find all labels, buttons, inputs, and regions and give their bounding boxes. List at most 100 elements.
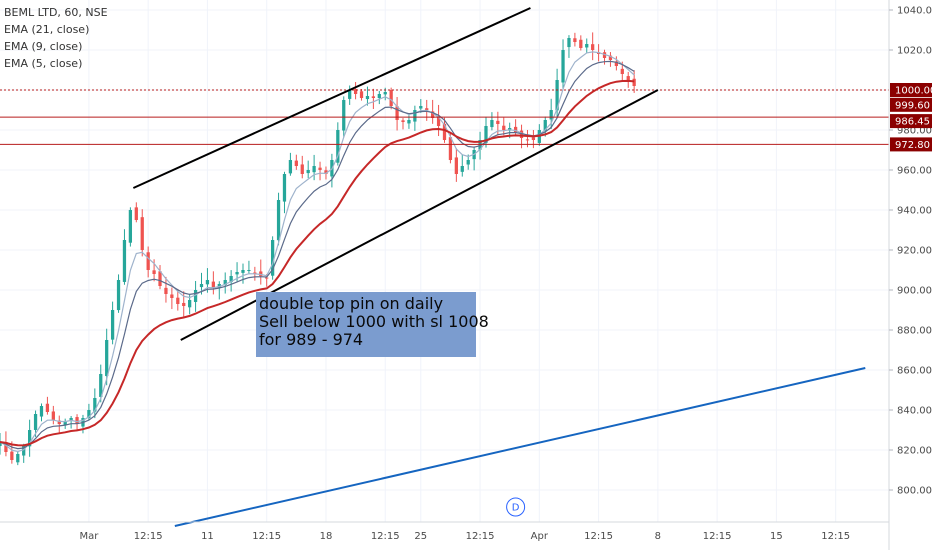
candle-body-87 (513, 126, 518, 132)
trade-note[interactable]: double top pin on daily Sell below 1000 … (256, 292, 489, 357)
candle-body-8 (45, 403, 50, 412)
y-tick-label-8: 960.00 (897, 166, 932, 177)
y-tick-label-11: 1020.00 (897, 46, 932, 57)
candle-body-84 (496, 120, 500, 124)
candle-body-82 (484, 126, 488, 143)
candle-body-13 (75, 417, 79, 424)
candle-body-18 (105, 340, 109, 377)
y-tick-label-5: 900.00 (897, 286, 932, 297)
x-tick-label-10: 8 (655, 531, 661, 542)
candle-body-70 (413, 110, 417, 122)
candle-18 (105, 328, 109, 386)
candle-body-42 (247, 270, 251, 271)
candle-50 (294, 154, 298, 170)
candle-body-62 (365, 96, 370, 100)
candle-97 (573, 32, 577, 47)
candle-25 (146, 246, 150, 278)
candle-4 (22, 443, 26, 463)
candle-95 (561, 39, 565, 89)
candle-body-11 (63, 422, 67, 426)
candle-body-17 (99, 374, 103, 397)
candle-body-12 (69, 418, 73, 421)
candle-85 (502, 117, 506, 136)
candle-53 (312, 154, 316, 181)
candle-body-30 (176, 297, 180, 304)
candle-body-2 (10, 451, 14, 460)
candle-20 (116, 274, 121, 313)
candle-body-24 (140, 217, 144, 250)
price-tag-972-bg (890, 137, 932, 152)
candle-body-64 (377, 94, 381, 99)
price-tag-last: 999.60 (890, 97, 932, 112)
candle-59 (348, 85, 352, 105)
legend-ema-9[interactable]: EMA (9, close) (4, 40, 83, 53)
candle-54 (318, 161, 322, 181)
candle-body-94 (555, 80, 559, 111)
candle-103 (608, 52, 613, 67)
candle-body-5 (28, 430, 32, 447)
candle-11 (63, 418, 67, 429)
candle-68 (401, 118, 405, 130)
candle-body-26 (152, 270, 156, 274)
candle-48 (282, 171, 287, 214)
candle-33 (193, 280, 198, 312)
trade-note-line-2: Sell below 1000 with sl 1008 (259, 312, 489, 331)
candle-body-93 (549, 110, 553, 120)
legend-symbol[interactable]: BEML LTD, 60, NSE (4, 6, 108, 19)
candle-77 (454, 148, 458, 182)
candle-12 (69, 415, 73, 429)
candle-body-89 (525, 139, 530, 141)
candle-body-68 (401, 120, 405, 122)
candle-body-71 (419, 106, 423, 109)
candle-body-44 (259, 271, 263, 276)
candle-44 (259, 259, 263, 285)
candle-body-78 (460, 166, 464, 172)
candle-body-29 (170, 294, 174, 298)
candle-29 (170, 287, 174, 310)
candle-100 (591, 32, 595, 61)
candle-body-97 (573, 38, 577, 42)
candle-body-9 (51, 411, 55, 420)
candle-9 (51, 405, 55, 425)
candle-body-27 (158, 271, 162, 286)
candle-23 (134, 202, 138, 223)
candle-body-22 (128, 210, 133, 243)
candle-104 (614, 56, 619, 71)
candle-52 (306, 160, 310, 179)
candle-22 (128, 207, 133, 247)
candle-body-19 (110, 310, 115, 340)
candle-19 (110, 301, 115, 345)
candle-body-90 (531, 137, 536, 140)
candle-92 (543, 116, 547, 137)
price-tag-972: 972.80 (890, 137, 932, 152)
x-tick-label-8: Apr (531, 531, 549, 542)
candle-body-40 (235, 272, 239, 275)
candle-body-50 (294, 160, 298, 166)
candle-body-48 (282, 174, 287, 202)
x-tick-label-0: Mar (79, 531, 99, 542)
event-marker-circle (506, 497, 526, 517)
candle-body-7 (39, 406, 44, 417)
x-tick-label-6: 25 (414, 531, 427, 542)
trade-note-line-1: double top pin on daily (259, 294, 444, 313)
candle-body-103 (608, 55, 613, 60)
y-tick-label-9: 980.00 (897, 126, 932, 137)
y-tick-label-3: 860.00 (897, 366, 932, 377)
candle-body-21 (122, 240, 127, 282)
event-marker[interactable]: D (506, 497, 526, 517)
y-tick-label-12: 1040.00 (897, 6, 932, 17)
y-tick-label-0: 800.00 (897, 486, 932, 497)
candle-body-4 (22, 446, 26, 456)
candle-90 (531, 129, 536, 149)
legend-ema-5[interactable]: EMA (5, close) (4, 57, 83, 70)
candle-37 (217, 281, 221, 300)
candle-body-66 (389, 89, 393, 106)
candle-body-95 (561, 50, 565, 83)
candle-5 (28, 419, 32, 457)
candle-3 (16, 451, 20, 466)
candle-42 (247, 260, 251, 274)
legend-ema-21[interactable]: EMA (21, close) (4, 23, 90, 36)
price-tag-986-bg (890, 114, 932, 129)
